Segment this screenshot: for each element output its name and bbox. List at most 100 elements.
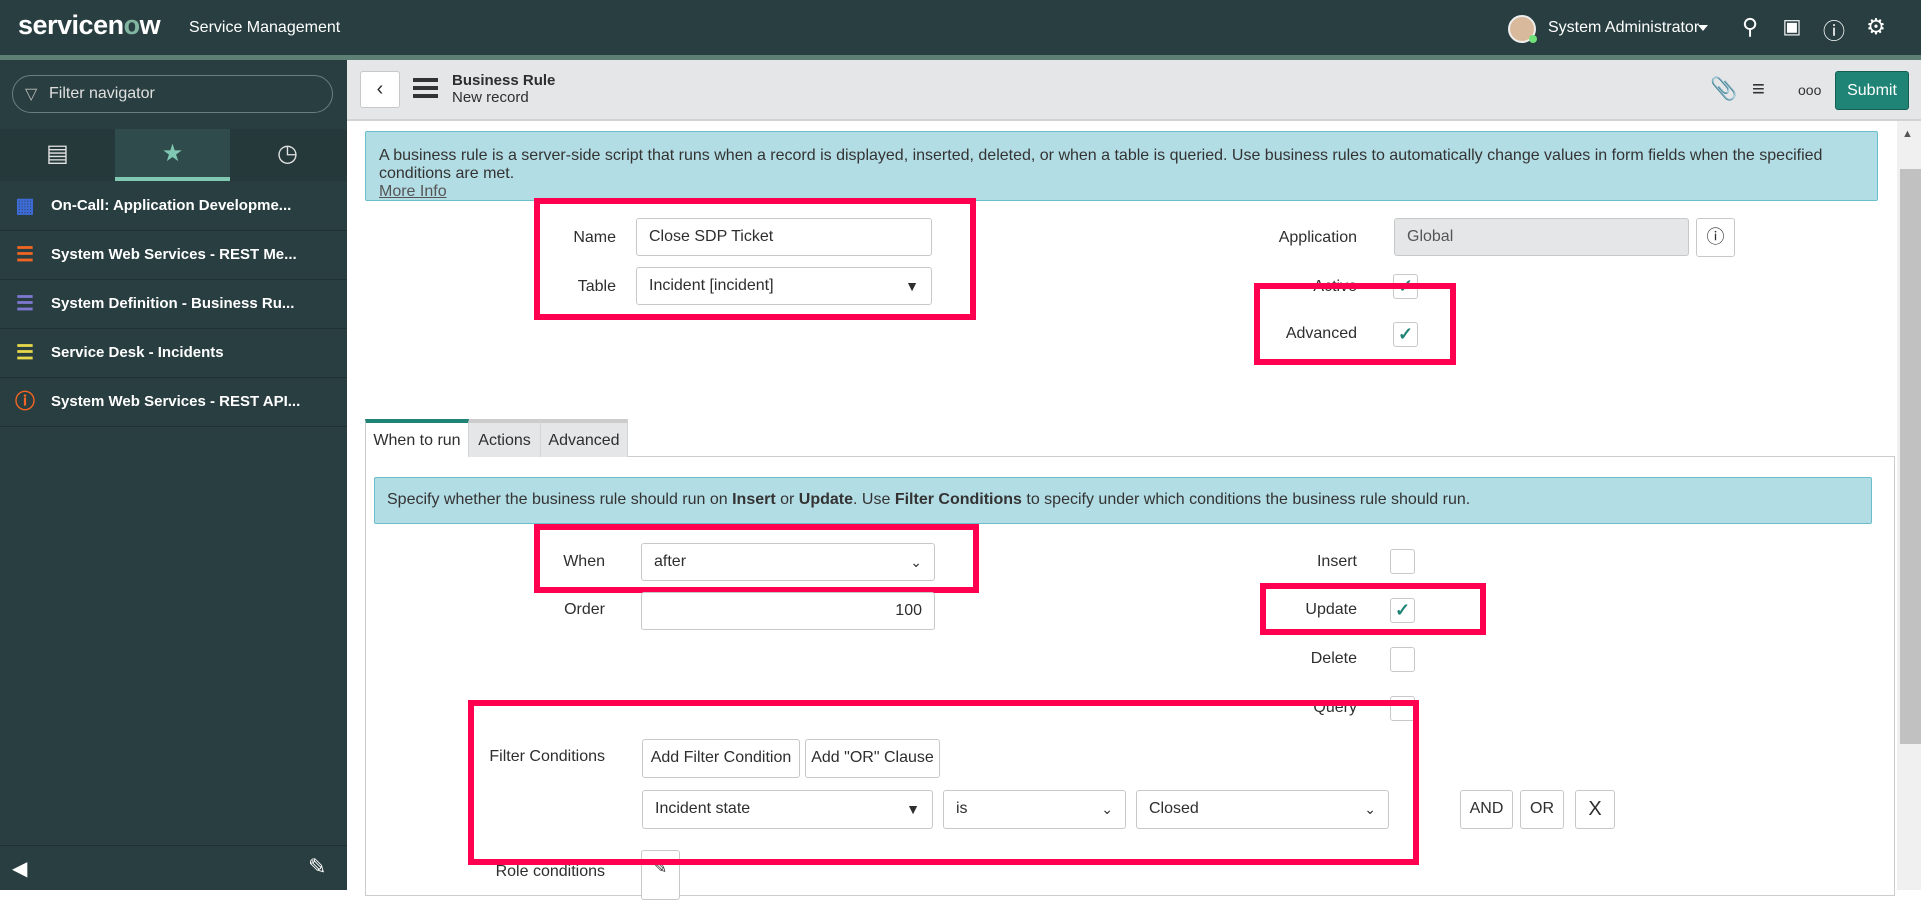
scrollbar-thumb[interactable] [1900, 169, 1921, 744]
info-text: or [775, 491, 799, 508]
chat-icon[interactable]: ▣ [1782, 16, 1802, 38]
sidebar-item-rest-api[interactable]: ⓘ System Web Services - REST API... [0, 378, 347, 427]
delete-label: Delete [1310, 650, 1357, 667]
dropdown-arrow-icon: ▼ [906, 801, 920, 817]
dropdown-arrow-icon: ▼ [905, 278, 919, 294]
table-select[interactable]: Incident [incident] ▼ [636, 267, 932, 305]
when-label: When [563, 553, 605, 570]
info-text: to specify under which conditions the bu… [1021, 491, 1471, 508]
application-input: Global [1394, 218, 1689, 256]
sidebar-item-label: System Definition - Business Ru... [51, 295, 295, 312]
sidebar-item-label: On-Call: Application Developme... [51, 197, 292, 214]
online-status-dot [1529, 35, 1537, 43]
update-checkbox[interactable]: ✓ [1390, 598, 1415, 623]
filter-icon: ▽ [25, 86, 38, 103]
highlight-box [534, 198, 976, 320]
navigator-tabs: ▤ ★ ◷ [0, 129, 347, 181]
top-bar [0, 0, 1921, 55]
clock-icon[interactable]: ◷ [277, 140, 298, 167]
sidebar-item-on-call[interactable]: ▦ On-Call: Application Developme... [0, 182, 347, 231]
submit-button[interactable]: Submit [1835, 71, 1909, 110]
menu-icon[interactable] [413, 78, 438, 98]
sidebar-footer: ◀ ✎ [0, 845, 347, 890]
or-button[interactable]: OR [1520, 790, 1564, 829]
sidebar-item-incidents[interactable]: ☰ Service Desk - Incidents [0, 329, 347, 378]
update-label: Update [1305, 601, 1357, 618]
form-header [347, 60, 1921, 121]
divider [0, 55, 1921, 60]
info-icon: ⓘ [15, 391, 35, 413]
insert-checkbox[interactable] [1390, 549, 1415, 574]
archive-icon[interactable]: ▤ [46, 140, 69, 167]
tab-advanced[interactable]: Advanced [541, 419, 628, 457]
list-icon: ☰ [16, 293, 34, 315]
delete-checkbox[interactable] [1390, 647, 1415, 672]
role-conditions-label: Role conditions [495, 863, 605, 880]
condition-field-value: Incident state [655, 800, 751, 817]
advanced-label: Advanced [1285, 325, 1357, 342]
more-info-link[interactable]: More Info [379, 183, 447, 200]
highlight-box [1254, 283, 1456, 365]
calendar-icon: ▦ [15, 195, 35, 217]
chevron-down-icon: ⌄ [910, 554, 922, 570]
add-filter-condition-button[interactable]: Add Filter Condition [642, 739, 800, 778]
info-text: Filter Conditions [894, 491, 1022, 508]
insert-label: Insert [1316, 553, 1357, 570]
condition-value-select[interactable]: Closed ⌄ [1136, 790, 1389, 829]
highlight-box [534, 524, 979, 593]
sidebar-item-label: Service Desk - Incidents [51, 344, 224, 361]
filter-placeholder: Filter navigator [49, 85, 155, 102]
info-text: . Use [853, 491, 895, 508]
name-input[interactable]: Close SDP Ticket [636, 218, 932, 256]
remove-condition-button[interactable]: X [1575, 790, 1615, 829]
and-button[interactable]: AND [1460, 790, 1513, 829]
scroll-up-icon[interactable]: ▲ [1902, 128, 1913, 140]
order-input[interactable]: 100 [641, 592, 935, 630]
tab-actions[interactable]: Actions [469, 419, 541, 457]
application-label: Application [1278, 229, 1357, 246]
avatar[interactable] [1508, 15, 1537, 43]
servicenow-logo[interactable]: servicenow [18, 10, 161, 40]
info-text: Insert [732, 491, 776, 508]
sidebar [0, 60, 347, 890]
table-value: Incident [incident] [649, 277, 774, 294]
app-name: Service Management [189, 19, 341, 36]
paperclip-icon[interactable]: 📎 [1710, 76, 1738, 101]
sidebar-item-rest-methods[interactable]: ☰ System Web Services - REST Me... [0, 231, 347, 280]
name-label: Name [573, 229, 616, 246]
info-button[interactable]: ⓘ [1696, 218, 1735, 257]
info-message: A business rule is a server-side script … [365, 131, 1878, 201]
tab-when-to-run[interactable]: When to run [365, 419, 469, 457]
star-icon[interactable]: ★ [115, 129, 230, 181]
order-label: Order [564, 601, 605, 618]
caret-down-icon[interactable] [1698, 25, 1708, 31]
page-title: Business Rule [452, 72, 556, 89]
sidebar-item-label: System Web Services - REST Me... [51, 246, 297, 263]
gear-icon[interactable]: ⚙ [1866, 14, 1886, 39]
more-options-icon[interactable]: ooo [1798, 82, 1822, 98]
highlight-box [468, 700, 1419, 865]
collapse-icon[interactable]: ◀ [12, 858, 28, 880]
advanced-checkbox[interactable]: ✓ [1393, 322, 1418, 347]
chevron-down-icon: ⌄ [1364, 801, 1376, 817]
condition-operator-select[interactable]: is ⌄ [943, 790, 1126, 829]
when-info-message: Specify whether the business rule should… [374, 477, 1872, 524]
search-icon[interactable]: ⚲ [1741, 14, 1759, 39]
condition-field-select[interactable]: Incident state ▼ [642, 790, 933, 829]
info-text: A business rule is a server-side script … [379, 147, 1823, 182]
sidebar-item-business-rules[interactable]: ☰ System Definition - Business Ru... [0, 280, 347, 329]
info-text: Update [798, 491, 854, 508]
table-label: Table [577, 278, 616, 295]
when-select[interactable]: after ⌄ [641, 543, 935, 581]
help-icon[interactable]: ⓘ [1822, 19, 1845, 44]
filter-navigator-input[interactable]: ▽ Filter navigator [12, 75, 333, 113]
user-menu[interactable]: System Administrator [1548, 19, 1700, 36]
edit-icon[interactable]: ✎ [308, 854, 327, 879]
settings-sliders-icon[interactable]: ≡ [1752, 76, 1765, 101]
add-or-clause-button[interactable]: Add "OR" Clause [805, 739, 940, 778]
list-icon: ☰ [16, 244, 34, 266]
condition-operator-value: is [956, 800, 968, 817]
filter-conditions-label: Filter Conditions [489, 748, 605, 765]
condition-value: Closed [1149, 800, 1199, 817]
back-button[interactable]: ‹ [360, 71, 400, 108]
